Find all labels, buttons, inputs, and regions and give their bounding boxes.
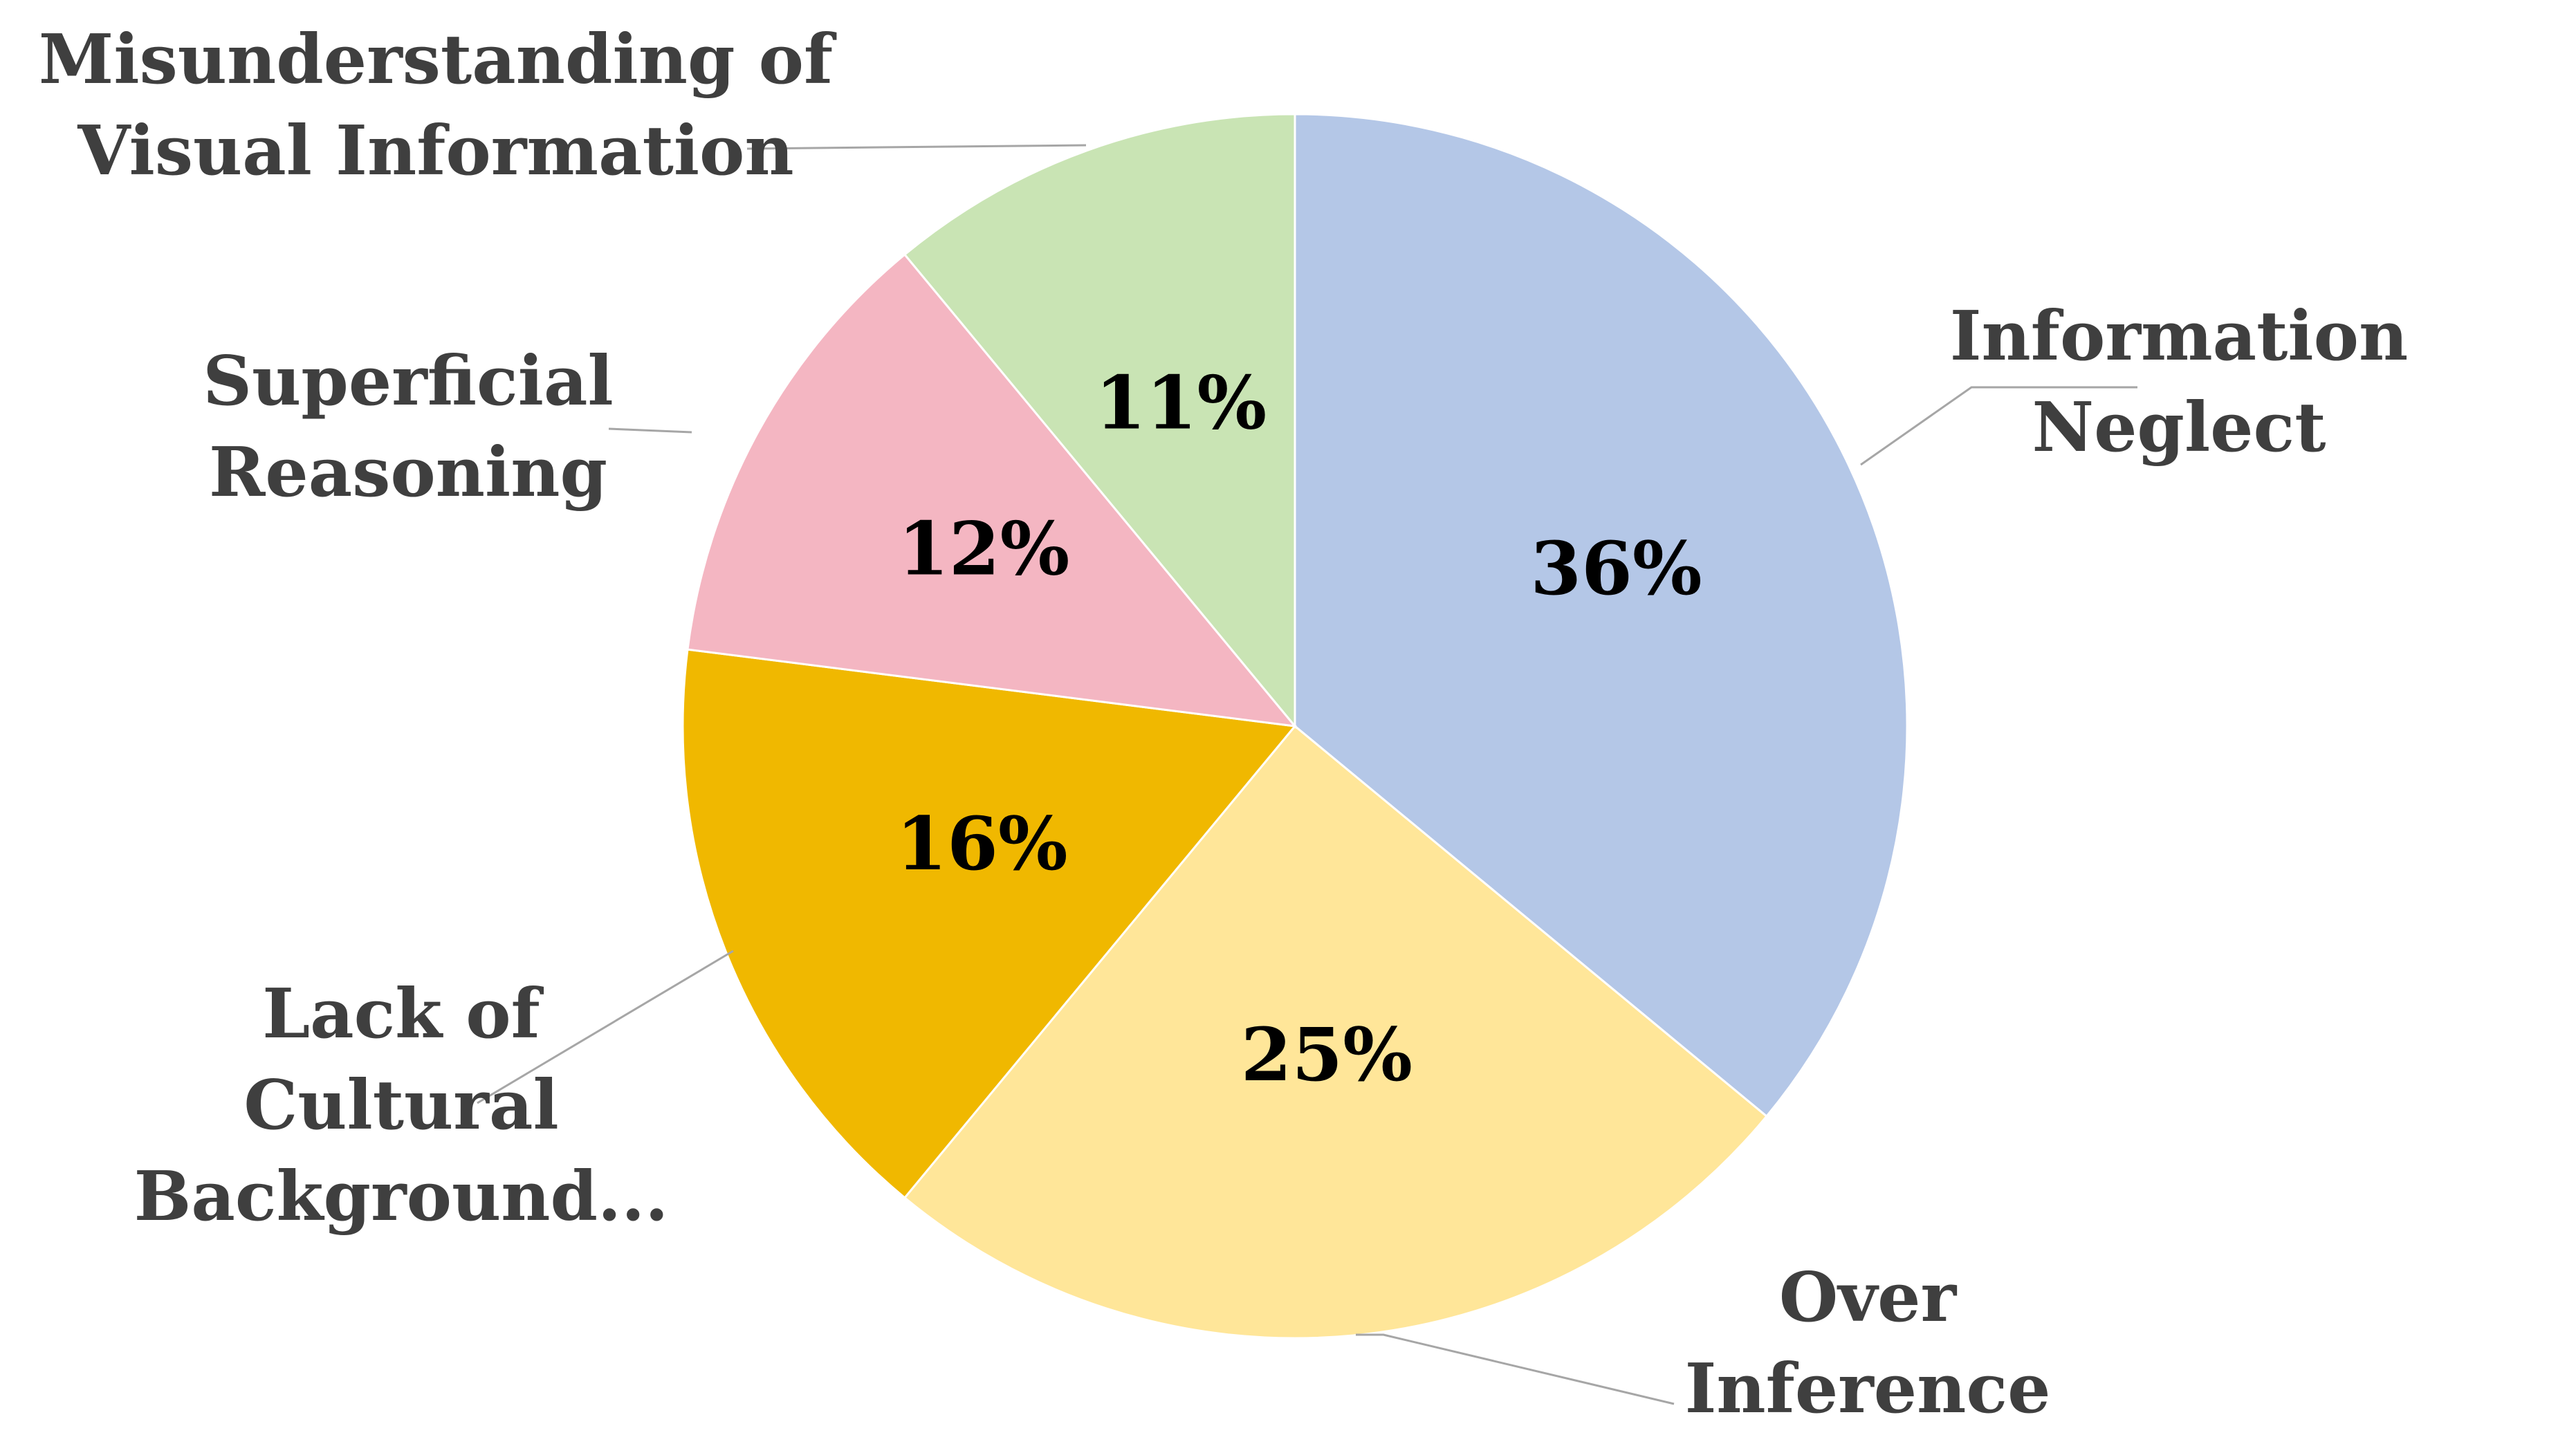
leader-line-1	[1860, 386, 2137, 466]
leader-line-4	[608, 427, 692, 434]
slice-value-label-4: 12%	[898, 505, 1069, 591]
leader-line-3	[477, 950, 734, 1104]
leader-line-2	[1356, 1333, 1675, 1405]
leader-lines	[477, 144, 2137, 1405]
slice-category-label-2: Over Inference	[1685, 1258, 2051, 1429]
category-label-line: Information	[1950, 297, 2409, 376]
category-label-line: Neglect	[2032, 388, 2326, 468]
category-label-line: Lack of	[262, 974, 544, 1054]
slice-value-label-3: 16%	[896, 800, 1067, 887]
pie-slices	[681, 113, 1908, 1340]
slice-category-label-1: Information Neglect	[1950, 297, 2409, 468]
slice-category-label-4: Superficial Reasoning	[203, 342, 613, 512]
pie-slice-3	[681, 648, 1297, 1200]
category-label-line: Superficial	[203, 342, 613, 421]
category-label-line: Visual Information	[77, 111, 793, 191]
percentage-labels: 36% 25% 16% 12% 11%	[896, 360, 1702, 1098]
slice-value-label-2: 25%	[1241, 1011, 1413, 1098]
category-label-line: Inference	[1685, 1349, 2051, 1429]
slice-category-label-3: Lack of Cultural Background...	[134, 974, 669, 1237]
slice-value-label-5: 11%	[1095, 360, 1267, 446]
slice-value-label-1: 36%	[1530, 525, 1702, 611]
leader-line-5	[746, 144, 1087, 150]
category-label-line: Cultural	[243, 1066, 558, 1145]
category-label-line: Background...	[134, 1157, 669, 1237]
pie-slice-2	[903, 724, 1769, 1340]
pie-slice-1	[1294, 113, 1908, 1118]
category-label-line: Misunderstanding of	[39, 20, 837, 100]
category-label-line: Reasoning	[209, 433, 607, 512]
pie-slice-4	[686, 252, 1298, 728]
category-label-line: Over	[1779, 1258, 1958, 1337]
pie-slice-5	[903, 113, 1296, 730]
slice-category-label-5: Misunderstanding of Visual Information	[39, 20, 837, 191]
category-labels: Information Neglect Over Inference Lack of Cu…	[39, 20, 2408, 1429]
